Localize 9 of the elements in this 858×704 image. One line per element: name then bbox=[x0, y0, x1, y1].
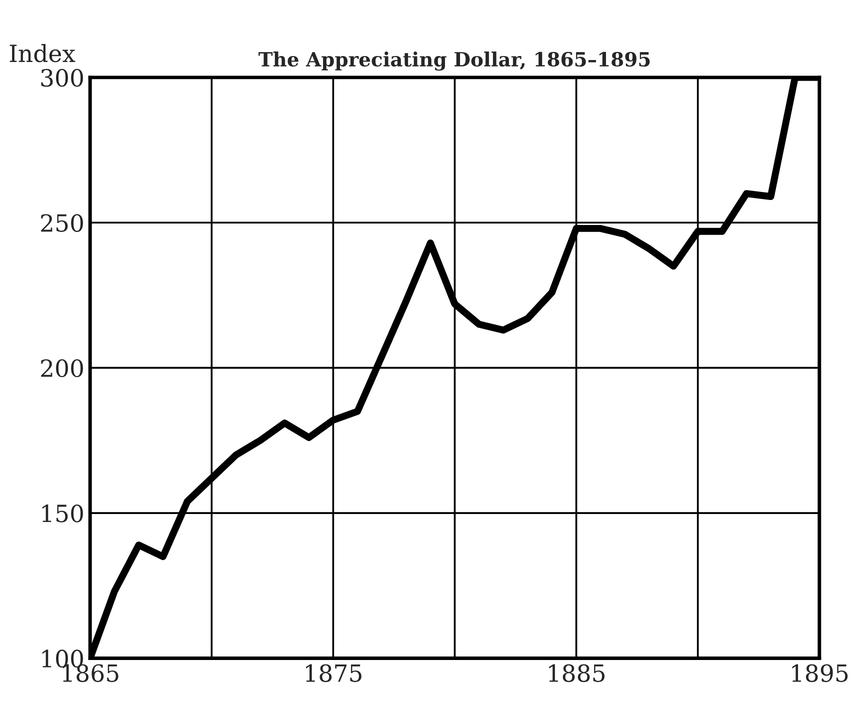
y-tick-label: 300 bbox=[41, 68, 83, 87]
x-tick-label: 1895 bbox=[792, 664, 848, 682]
y-axis-title: Index bbox=[10, 44, 76, 62]
y-tick-label: 250 bbox=[41, 214, 83, 232]
x-tick-label: 1875 bbox=[306, 664, 362, 682]
x-tick-label: 1885 bbox=[549, 664, 605, 682]
y-tick-label: 200 bbox=[41, 359, 83, 378]
y-tick-label: 150 bbox=[42, 504, 83, 522]
chart-title: The Appreciating Dollar, 1865–1895 bbox=[258, 52, 650, 71]
